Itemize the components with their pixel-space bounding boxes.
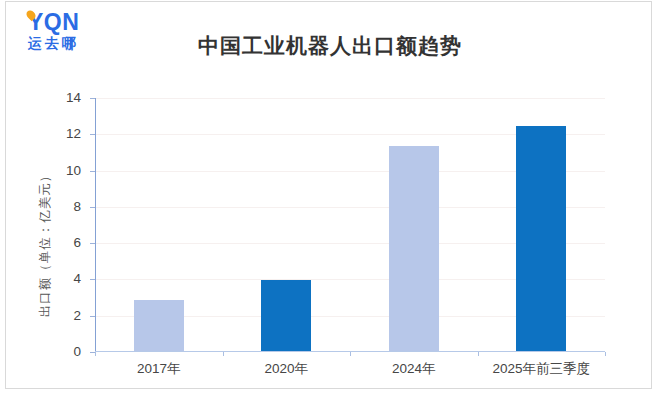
y-tick-label: 8 — [40, 198, 81, 216]
logo-wordmark: YQN — [28, 9, 79, 35]
bar-2024年 — [389, 146, 439, 351]
x-tick-label: 2024年 — [350, 360, 478, 378]
x-tick-label: 2017年 — [95, 360, 223, 378]
x-tick-label: 2020年 — [223, 360, 351, 378]
y-axis-tick — [90, 279, 95, 280]
y-axis-tick — [90, 207, 95, 208]
yqn-logo-chinese: 运去哪 — [28, 35, 79, 51]
bar-2020年 — [261, 280, 311, 351]
y-tick-label: 14 — [40, 89, 81, 107]
chart-title: 中国工业机器人出口额趋势 — [0, 32, 660, 60]
x-axis-tick — [223, 352, 224, 356]
bar-2025年前三季度 — [516, 126, 566, 351]
x-axis-tick — [605, 352, 606, 356]
chart-plot: 2017年2020年2024年2025年前三季度 — [95, 98, 605, 352]
y-tick-label: 12 — [40, 125, 81, 143]
y-axis-tick — [90, 98, 95, 99]
y-tick-label: 4 — [40, 270, 81, 288]
y-tick-label: 0 — [40, 343, 81, 361]
x-axis-tick — [478, 352, 479, 356]
y-axis-tick — [90, 171, 95, 172]
bar-2017年 — [134, 300, 184, 351]
y-tick-label: 6 — [40, 234, 81, 252]
yqn-logo-text: YQN — [28, 10, 79, 34]
y-tick-label: 2 — [40, 307, 81, 325]
x-axis-tick — [350, 352, 351, 356]
y-axis-labels: 02468101214 — [40, 98, 88, 352]
y-axis-tick — [90, 316, 95, 317]
yqn-logo: YQN 运去哪 — [28, 10, 79, 51]
x-tick-label: 2025年前三季度 — [478, 360, 606, 378]
y-tick-label: 10 — [40, 162, 81, 180]
y-axis-tick — [90, 134, 95, 135]
x-axis-tick — [95, 352, 96, 356]
gridline — [95, 98, 605, 99]
y-axis-tick — [90, 243, 95, 244]
y-axis-line — [95, 98, 96, 352]
